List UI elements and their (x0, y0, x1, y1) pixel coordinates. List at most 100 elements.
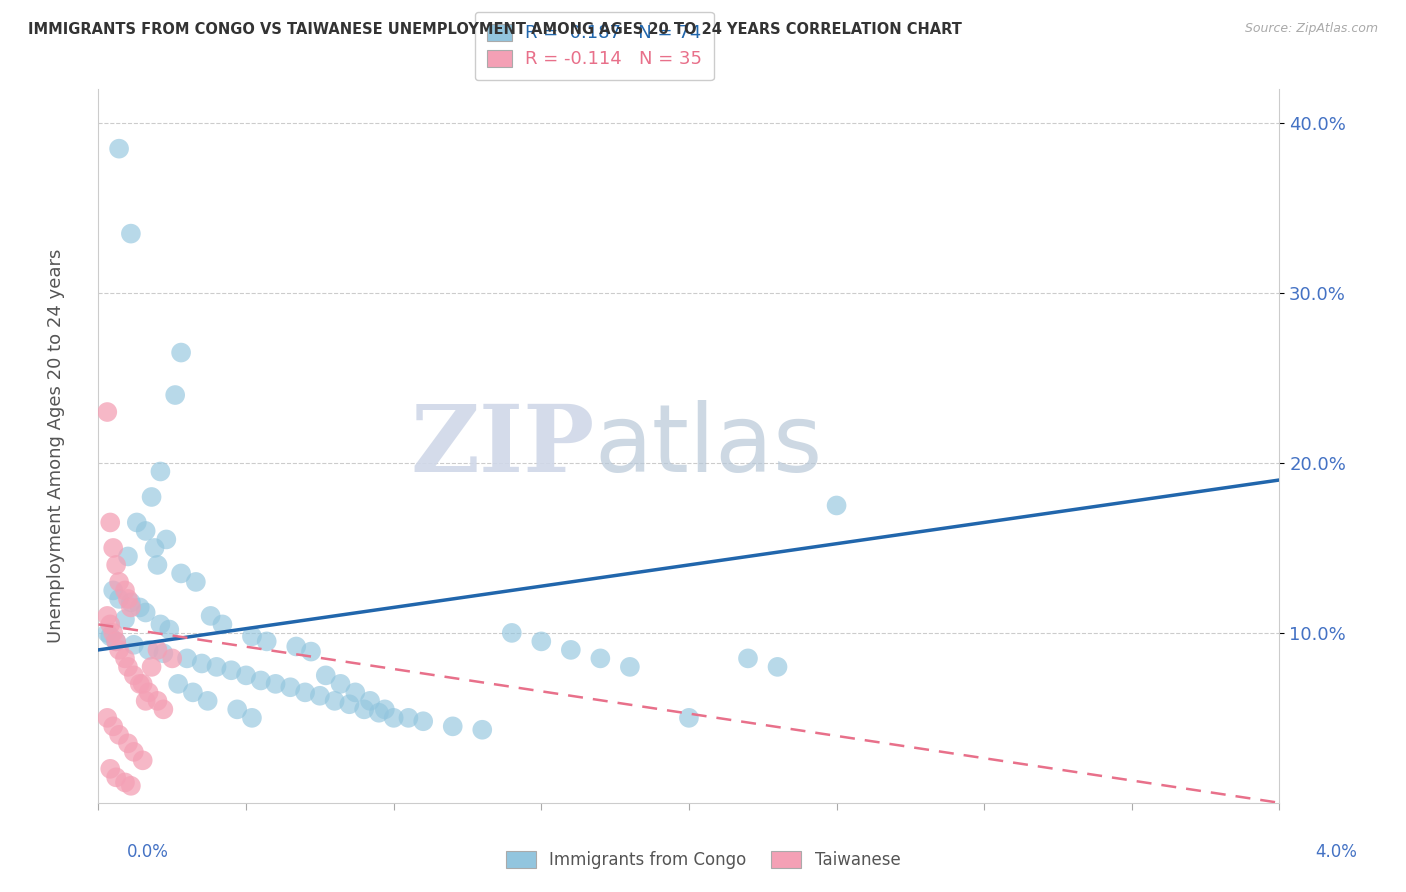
Point (184, 574, 207, 589)
Point (368, 706, 391, 720)
Point (98, 629, 121, 643)
Point (155, 533, 177, 547)
Point (152, 702, 174, 716)
Point (162, 651, 183, 665)
Point (315, 668, 337, 682)
Point (105, 770, 128, 784)
Point (200, 608, 222, 623)
Point (146, 558, 169, 572)
Point (170, 345, 193, 359)
Point (103, 541, 125, 555)
Point (146, 643, 169, 657)
Point (294, 685, 316, 699)
Point (98, 617, 121, 632)
Point (98, 516, 121, 530)
Text: IMMIGRANTS FROM CONGO VS TAIWANESE UNEMPLOYMENT AMONG AGES 20 TO 24 YEARS CORREL: IMMIGRANTS FROM CONGO VS TAIWANESE UNEMP… (28, 22, 962, 37)
Point (299, 644, 322, 658)
Point (120, 227, 142, 241)
Point (122, 745, 145, 759)
Point (135, 524, 157, 538)
Text: atlas: atlas (595, 400, 823, 492)
Point (353, 702, 375, 716)
Point (141, 660, 163, 674)
Point (589, 651, 612, 665)
Point (235, 668, 257, 682)
Point (114, 612, 136, 626)
Point (191, 657, 214, 671)
Text: Unemployment Among Ages 20 to 24 years: Unemployment Among Ages 20 to 24 years (48, 249, 65, 643)
Point (441, 719, 464, 733)
Point (108, 142, 131, 156)
Point (117, 736, 139, 750)
Point (108, 643, 131, 657)
Point (146, 694, 169, 708)
Point (226, 702, 249, 716)
Point (149, 465, 172, 479)
Point (132, 753, 155, 767)
Point (211, 617, 233, 632)
Point (825, 499, 848, 513)
Point (128, 600, 150, 615)
Point (114, 583, 136, 598)
Point (108, 574, 131, 589)
Point (619, 660, 641, 674)
Text: 4.0%: 4.0% (1315, 843, 1357, 861)
Point (205, 660, 228, 674)
Point (138, 685, 160, 699)
Point (96, 626, 118, 640)
Point (138, 643, 160, 657)
Point (105, 634, 128, 648)
Point (135, 606, 157, 620)
Point (114, 651, 136, 665)
Point (339, 698, 361, 712)
Point (135, 694, 157, 708)
Point (117, 549, 139, 564)
Point (678, 711, 700, 725)
Point (125, 516, 148, 530)
Point (103, 583, 125, 598)
Point (280, 680, 302, 694)
Text: ZIP: ZIP (411, 401, 595, 491)
Point (766, 660, 789, 674)
Point (382, 711, 405, 725)
Point (181, 685, 204, 699)
Point (128, 677, 150, 691)
Point (117, 591, 139, 606)
Point (530, 634, 553, 648)
Point (143, 541, 166, 555)
Point (141, 490, 163, 504)
Point (114, 775, 136, 789)
Legend: Immigrants from Congo, Taiwanese: Immigrants from Congo, Taiwanese (496, 841, 910, 880)
Point (176, 651, 198, 665)
Legend: R =  0.187   N = 74, R = -0.114   N = 35: R = 0.187 N = 74, R = -0.114 N = 35 (475, 12, 714, 80)
Point (120, 779, 142, 793)
Point (96, 608, 118, 623)
Point (471, 723, 494, 737)
Point (412, 714, 434, 729)
Point (103, 626, 125, 640)
Point (250, 673, 273, 688)
Point (560, 643, 582, 657)
Point (108, 728, 131, 742)
Point (122, 668, 145, 682)
Point (132, 677, 155, 691)
Point (117, 660, 139, 674)
Text: 0.0%: 0.0% (127, 843, 169, 861)
Point (103, 719, 125, 733)
Point (98, 762, 121, 776)
Point (240, 711, 263, 725)
Point (344, 685, 367, 699)
Point (108, 591, 131, 606)
Point (398, 711, 420, 725)
Point (256, 634, 278, 648)
Point (374, 702, 396, 716)
Point (120, 595, 142, 609)
Point (359, 694, 381, 708)
Point (501, 626, 523, 640)
Point (285, 640, 308, 654)
Point (165, 388, 187, 402)
Point (122, 638, 145, 652)
Point (149, 617, 172, 632)
Point (737, 651, 759, 665)
Point (221, 663, 243, 677)
